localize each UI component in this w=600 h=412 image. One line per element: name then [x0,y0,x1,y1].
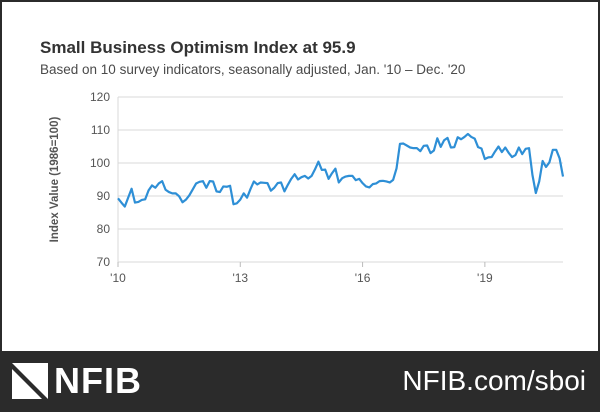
y-tick-label: 110 [91,123,110,137]
chart-card: Small Business Optimism Index at 95.9 Ba… [0,0,600,351]
x-tick-label: '16 [355,271,371,285]
x-tick-label: '13 [232,271,248,285]
line-chart: 70 80 90 100 110 120 '10 '13 '16 '19 Index Value… [49,90,565,285]
series-group [117,132,565,208]
y-tick-label: 120 [90,90,110,104]
y-tick-label: 80 [97,222,111,236]
footer-url[interactable]: NFIB.com/sboi [402,365,586,396]
x-tick-label: '10 [110,271,126,285]
x-tick-labels: '10 '13 '16 '19 [110,262,493,285]
y-axis-label: Index Value (1986=100) [49,117,61,243]
y-tick-label: 100 [90,156,110,170]
gridlines [118,96,563,263]
chart-subtitle: Based on 10 survey indicators, seasonall… [40,62,466,77]
y-tick-labels: 70 80 90 100 110 120 [90,90,110,269]
nfib-logo-mark-icon [12,363,48,399]
nfib-logo: NFIB [12,363,142,399]
nfib-logo-text: NFIB [54,360,142,401]
footer-bar: NFIB NFIB.com/sboi [0,351,600,412]
series-line [117,132,565,208]
x-tick-label: '19 [477,271,493,285]
y-tick-label: 70 [97,255,111,269]
y-tick-label: 90 [97,189,111,203]
chart-title: Small Business Optimism Index at 95.9 [40,38,356,57]
